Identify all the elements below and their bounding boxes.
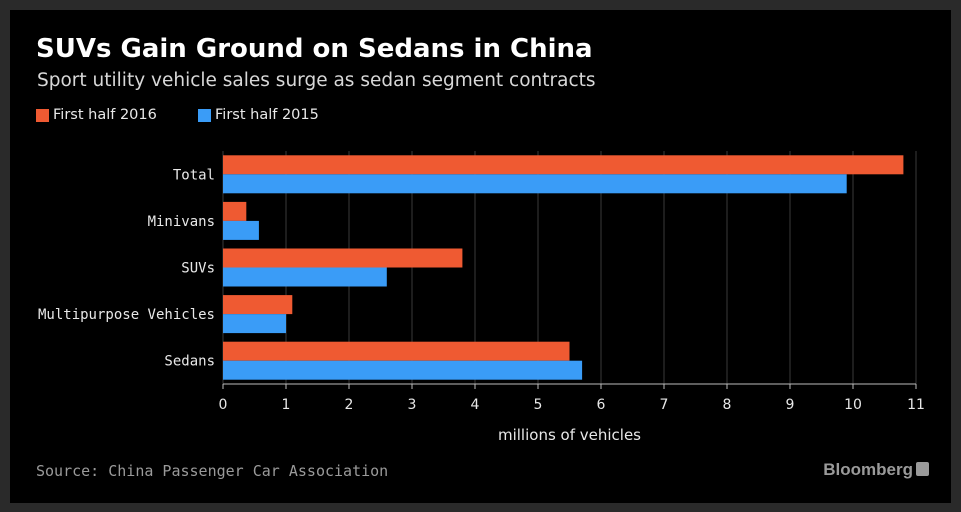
brand-logo: Bloomberg (823, 460, 913, 479)
legend-label-2015: First half 2015 (215, 107, 319, 123)
bar-total-2015 (223, 174, 847, 194)
x-tick-label: 5 (534, 397, 543, 413)
x-tick-label: 4 (471, 397, 480, 413)
x-tick-label: 10 (844, 397, 862, 413)
bar-sedans-2016 (223, 341, 570, 361)
bar-minivans-2016 (223, 201, 247, 221)
category-label: SUVs (181, 261, 215, 277)
bar-total-2016 (223, 155, 904, 175)
x-tick-label: 6 (597, 397, 606, 413)
x-tick-label: 11 (907, 397, 925, 413)
legend-swatch-2016 (36, 109, 49, 122)
x-axis-title: millions of vehicles (498, 426, 641, 444)
bloomberg-chart-icon (916, 462, 929, 476)
bar-suvs-2015 (223, 267, 387, 287)
legend-label-2016: First half 2016 (53, 107, 157, 123)
bar-suvs-2016 (223, 248, 463, 268)
x-tick-label: 8 (723, 397, 732, 413)
x-tick-label: 1 (282, 397, 291, 413)
category-label: Multipurpose Vehicles (38, 307, 215, 323)
x-tick-label: 3 (408, 397, 417, 413)
source-note: Source: China Passenger Car Association (36, 462, 389, 480)
chart-plot: Total Minivans SUVs Multipurpose Vehicles Se… (38, 151, 925, 444)
legend-swatch-2015 (198, 109, 211, 122)
x-tick-label: 2 (345, 397, 354, 413)
chart-frame: SUVs Gain Ground on Sedans in China Spor… (10, 10, 951, 503)
category-label: Minivans (148, 214, 215, 230)
category-label: Total (173, 167, 215, 183)
chart-title: SUVs Gain Ground on Sedans in China (36, 34, 593, 64)
bar-multipurpose-vehicles-2015 (223, 314, 286, 334)
x-tick-label: 9 (786, 397, 795, 413)
bar-multipurpose-vehicles-2016 (223, 295, 293, 315)
bar-minivans-2015 (223, 220, 259, 240)
x-tick-label: 7 (660, 397, 669, 413)
bar-sedans-2015 (223, 360, 583, 380)
category-label: Sedans (164, 354, 215, 370)
x-tick-label: 0 (219, 397, 228, 413)
chart-subtitle: Sport utility vehicle sales surge as sed… (37, 70, 596, 91)
